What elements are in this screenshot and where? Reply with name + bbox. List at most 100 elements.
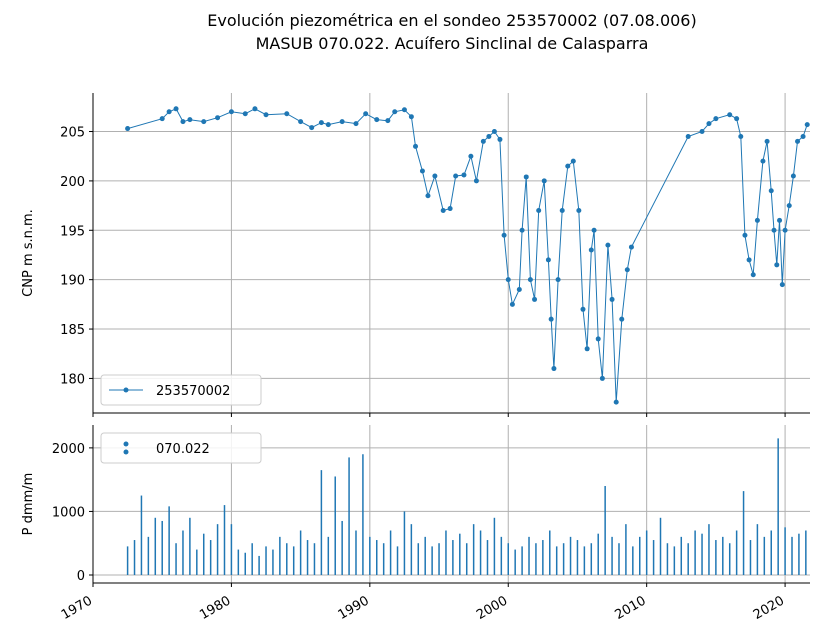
data-point	[734, 116, 740, 122]
x-tick-label: 1990	[336, 593, 372, 623]
data-point	[742, 232, 748, 238]
data-point	[425, 193, 431, 199]
data-point	[532, 296, 538, 302]
y-tick-label: 180	[60, 372, 85, 387]
data-point	[497, 136, 503, 142]
data-point	[713, 116, 719, 122]
x-tick-label: 1970	[59, 593, 95, 623]
data-point	[374, 117, 380, 123]
data-point	[252, 106, 258, 112]
data-point	[779, 282, 785, 288]
data-point	[619, 316, 625, 322]
data-point	[242, 111, 248, 117]
y-tick-label: 190	[60, 274, 85, 289]
data-point	[284, 111, 290, 117]
data-point	[786, 203, 792, 209]
data-point	[447, 206, 453, 212]
data-point	[782, 227, 788, 233]
data-point	[505, 277, 511, 283]
data-point	[440, 208, 446, 214]
data-point	[760, 158, 766, 164]
data-point	[771, 227, 777, 233]
data-point	[453, 173, 459, 179]
x-tick-label: 2010	[613, 593, 649, 623]
y-tick-label: 0	[77, 569, 85, 584]
data-point	[480, 138, 486, 144]
data-point	[523, 174, 529, 180]
legend-marker	[123, 441, 129, 447]
data-point	[795, 138, 801, 144]
y-tick-label: 1000	[52, 505, 85, 520]
data-point	[541, 178, 547, 184]
data-point	[519, 227, 525, 233]
data-point	[790, 173, 796, 179]
data-point	[353, 121, 359, 127]
data-point	[559, 208, 565, 214]
data-point	[599, 375, 605, 381]
data-point	[576, 208, 582, 214]
x-tick-label: 1980	[197, 593, 233, 623]
data-point	[491, 129, 497, 135]
data-point	[536, 208, 542, 214]
data-point	[263, 112, 269, 118]
data-point	[588, 247, 594, 253]
data-point	[501, 232, 507, 238]
data-point	[595, 336, 601, 342]
data-point	[545, 257, 551, 263]
x-tick-label: 2020	[751, 593, 787, 623]
data-line	[127, 108, 808, 403]
data-point	[706, 121, 712, 127]
data-point	[580, 306, 586, 312]
data-point	[509, 301, 515, 307]
y-tick-label: 2000	[52, 442, 85, 457]
data-point	[325, 122, 331, 128]
legend-marker	[123, 387, 129, 393]
data-point	[187, 117, 193, 123]
data-point	[461, 172, 467, 178]
legend-marker	[123, 449, 129, 455]
chart-title: Evolución piezométrica en el sondeo 2535…	[207, 11, 696, 30]
y-tick-label: 205	[60, 126, 85, 141]
data-point	[173, 106, 179, 112]
y-tick-label: 195	[60, 224, 85, 239]
data-point	[516, 287, 522, 293]
data-point	[605, 242, 611, 248]
data-point	[800, 133, 806, 139]
data-point	[413, 143, 419, 149]
data-point	[468, 153, 474, 159]
data-point	[125, 126, 131, 132]
data-point	[166, 109, 172, 115]
data-point	[555, 277, 561, 283]
y-tick-label: 185	[60, 323, 85, 338]
data-point	[309, 125, 315, 131]
data-point	[609, 296, 615, 302]
data-point	[473, 178, 479, 184]
data-point	[401, 107, 407, 113]
data-point	[764, 138, 770, 144]
x-tick-label: 2000	[474, 593, 510, 623]
data-point	[754, 217, 760, 223]
data-point	[685, 133, 691, 139]
legend-label: 253570002	[156, 384, 230, 399]
data-point	[584, 346, 590, 352]
data-point	[486, 133, 492, 139]
y-axis-label: P dmm/m	[21, 473, 36, 536]
data-point	[180, 119, 186, 125]
data-point	[613, 399, 619, 405]
data-point	[392, 109, 398, 115]
data-point	[201, 119, 207, 125]
legend-label: 070.022	[156, 442, 210, 457]
data-point	[363, 111, 369, 117]
data-point	[298, 119, 304, 125]
data-point	[432, 173, 438, 179]
data-point	[768, 188, 774, 194]
legend-box	[100, 432, 262, 464]
data-point	[228, 109, 234, 115]
data-point	[215, 115, 221, 121]
data-point	[750, 272, 756, 278]
data-point	[727, 112, 733, 118]
data-point	[570, 158, 576, 164]
data-point	[738, 133, 744, 139]
data-point	[385, 118, 391, 124]
